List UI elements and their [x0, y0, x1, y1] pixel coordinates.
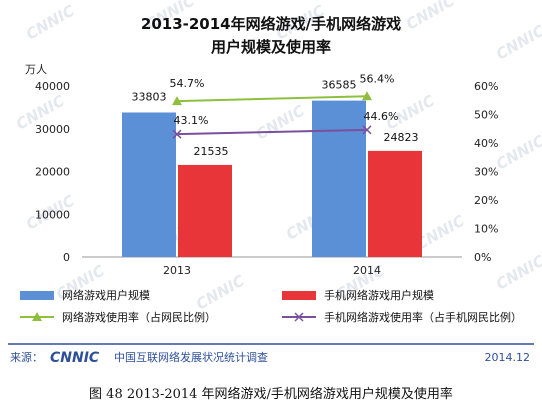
line-data-label: 43.1%: [174, 114, 209, 127]
source-date: 2014.12: [485, 351, 531, 364]
bar-data-label: 33803: [132, 90, 167, 103]
left-tick-label: 40000: [35, 80, 70, 93]
bar-0-1: [312, 100, 366, 257]
legend-swatch-bar: [282, 291, 316, 300]
x-axis-ticks: 2013 2014: [163, 264, 381, 277]
right-tick-label: 50%: [474, 109, 498, 122]
lines-group: [172, 91, 372, 139]
right-axis-ticks: 0% 10% 20% 30% 40% 50% 60%: [474, 80, 498, 264]
line-data-label: 56.4%: [360, 72, 395, 85]
bar-0-0: [122, 112, 176, 257]
legend-marker-triangle: [32, 312, 42, 321]
line-series-0: [176, 95, 368, 103]
line-series-1: [176, 128, 368, 136]
legend-label: 手机网络游戏使用率（占手机网民比例）: [324, 310, 522, 324]
legend-marker-x: [294, 312, 304, 322]
line-marker-x: [172, 129, 182, 139]
left-axis-ticks: 0 10000 20000 30000 40000: [35, 80, 70, 264]
watermark-16: CNNIC: [193, 272, 248, 314]
line-marker-triangle: [172, 96, 182, 106]
bars-group: [122, 100, 422, 257]
line-data-label: 54.7%: [170, 77, 205, 90]
data-labels-group: 33803 36585 21535 24823 54.7% 56.4% 43.1% 44.6%: [132, 72, 419, 158]
x-tick-label: 2014: [353, 264, 381, 277]
line-marker-triangle: [362, 91, 372, 101]
right-tick-label: 60%: [474, 80, 498, 93]
legend-label: 网络游戏用户规模: [62, 288, 150, 302]
watermark-4: CNNIC: [493, 22, 542, 64]
bar-1-0: [178, 164, 232, 257]
right-tick-label: 30%: [474, 166, 498, 179]
chart-title-line2: 用户规模及使用率: [211, 38, 331, 56]
source-label: 来源：: [10, 350, 43, 364]
left-tick-label: 0: [63, 251, 70, 264]
left-tick-label: 30000: [35, 123, 70, 136]
chart-title-line1: 2013-2014年网络游戏/手机网络游戏: [141, 15, 401, 33]
left-tick-label: 10000: [35, 208, 70, 221]
left-tick-label: 20000: [35, 166, 70, 179]
watermark-9: CNNIC: [493, 132, 542, 174]
bar-data-label: 24823: [384, 131, 419, 144]
right-tick-label: 20%: [474, 194, 498, 207]
left-axis-unit: 万人: [25, 63, 47, 76]
cnnic-logo-text: CNNIC: [50, 350, 100, 366]
line-marker-x: [362, 125, 372, 135]
bar-data-label: 21535: [194, 145, 229, 158]
watermark-3: CNNIC: [403, 0, 458, 33]
legend-label: 网络游戏使用率（占网民比例）: [62, 310, 216, 324]
cnnic-logo: CNNIC: [50, 350, 100, 366]
figure-caption: 图 48 2013-2014 年网络游戏/手机网络游戏用户规模及使用率: [89, 386, 453, 402]
x-tick-label: 2013: [163, 264, 191, 277]
watermark-0: CNNIC: [23, 2, 78, 44]
bar-1-1: [368, 150, 422, 257]
right-tick-label: 0%: [474, 251, 491, 264]
source-org-name: 中国互联网络发展状况统计调查: [114, 350, 268, 364]
right-tick-label: 40%: [474, 137, 498, 150]
watermark-14: CNNIC: [493, 252, 542, 294]
bar-data-label: 36585: [322, 79, 357, 92]
legend-swatch-bar: [20, 291, 54, 300]
legend-label: 手机网络游戏用户规模: [324, 288, 434, 302]
right-tick-label: 10%: [474, 223, 498, 236]
line-data-label: 44.6%: [364, 110, 399, 123]
watermark-7: CNNIC: [253, 102, 308, 144]
